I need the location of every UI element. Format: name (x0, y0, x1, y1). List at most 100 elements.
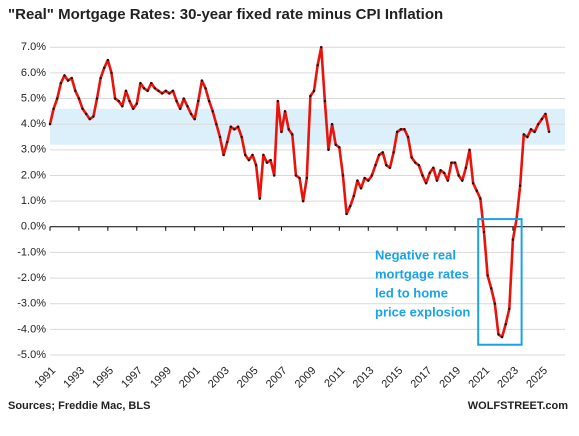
point (424, 181, 428, 185)
point (131, 107, 135, 111)
x-tick-label: 2021 (466, 365, 492, 391)
point (95, 97, 99, 100)
point (348, 205, 352, 208)
y-tick-label: -3.0% (17, 298, 46, 310)
y-tick-label: 7.0% (21, 41, 46, 53)
point (265, 161, 269, 164)
x-tick-label: 1993 (61, 365, 87, 391)
point (226, 140, 229, 144)
point (508, 307, 511, 311)
point (178, 107, 182, 111)
point (186, 105, 189, 108)
point (533, 130, 536, 134)
point (320, 46, 323, 49)
point (377, 153, 381, 157)
point (74, 89, 77, 93)
point (92, 115, 95, 118)
point (81, 107, 84, 111)
x-tick-label: 2025 (524, 365, 550, 391)
point (164, 89, 167, 93)
point (240, 135, 243, 139)
annotation: Negative real (375, 247, 456, 262)
point (547, 130, 551, 134)
point (410, 156, 413, 159)
point (439, 169, 442, 172)
point (142, 87, 146, 90)
point (341, 174, 345, 177)
point (66, 79, 70, 82)
point (193, 117, 196, 121)
point (450, 161, 453, 164)
point (403, 128, 406, 131)
point (269, 158, 272, 162)
point (504, 323, 507, 326)
x-tick-label: 2023 (495, 365, 521, 391)
point (446, 179, 450, 182)
point (464, 166, 468, 169)
point (175, 99, 178, 103)
point (294, 174, 298, 177)
point (273, 174, 276, 177)
point (406, 135, 410, 139)
point (432, 166, 435, 169)
point (453, 161, 457, 164)
point (106, 58, 110, 62)
point (511, 238, 515, 241)
point (345, 212, 348, 216)
point (262, 153, 265, 157)
point (367, 179, 370, 182)
annotation-box (477, 218, 523, 346)
x-tick-label: 2015 (380, 365, 406, 391)
point (468, 148, 471, 152)
point (334, 143, 337, 146)
point (381, 151, 384, 154)
point (363, 176, 366, 180)
x-tick-label: 2007 (264, 365, 290, 391)
y-tick-label: 1.0% (21, 195, 46, 207)
point (471, 181, 475, 185)
point (385, 164, 388, 167)
x-tick-label: 1999 (148, 365, 174, 391)
point (215, 122, 218, 126)
point (283, 110, 287, 113)
point (540, 117, 544, 121)
point (287, 128, 290, 131)
point (330, 122, 334, 126)
point (207, 99, 211, 103)
point (475, 189, 478, 193)
point (428, 171, 431, 175)
point (435, 179, 439, 182)
y-tick-label: 6.0% (21, 67, 46, 79)
point (182, 97, 186, 100)
point (117, 99, 120, 103)
x-tick-label: 2019 (437, 365, 463, 391)
x-tick-label: 2005 (235, 365, 261, 391)
point (291, 133, 294, 136)
x-tick-label: 1995 (90, 365, 116, 391)
point (99, 76, 102, 80)
point (537, 122, 540, 126)
point (461, 179, 464, 182)
point (211, 110, 214, 113)
point (493, 302, 497, 305)
x-tick-label: 1991 (32, 365, 58, 391)
point (236, 125, 240, 128)
y-tick-label: 5.0% (21, 92, 46, 104)
point (121, 105, 124, 108)
point (77, 97, 81, 100)
point (59, 81, 63, 85)
x-tick-label: 2003 (206, 365, 232, 391)
point (168, 92, 171, 95)
point (124, 89, 128, 93)
point (323, 99, 327, 103)
point (370, 174, 374, 177)
point (359, 187, 363, 190)
point (395, 130, 399, 134)
y-tick-label: -2.0% (17, 272, 46, 284)
point (544, 112, 547, 116)
point (254, 164, 258, 167)
chart-title: "Real" Mortgage Rates: 30-year fixed rat… (8, 6, 443, 23)
point (103, 66, 106, 69)
point (414, 161, 417, 164)
watermark: WOLFSTREET.com (468, 400, 568, 412)
